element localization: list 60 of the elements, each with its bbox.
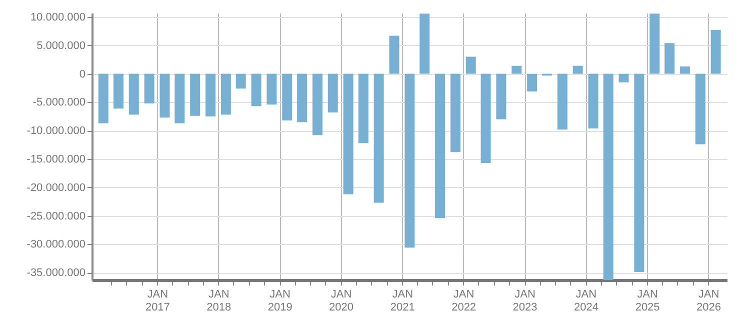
bar (664, 43, 675, 74)
bar (480, 74, 491, 163)
x-tick-label: JAN 2017 (145, 288, 170, 313)
bar (680, 66, 690, 74)
y-tick-label: -15.000.000 (26, 154, 86, 166)
x-tick-label: JAN 2026 (696, 288, 721, 313)
bar (374, 74, 384, 203)
bar (266, 74, 277, 104)
bar (113, 74, 124, 108)
y-tick-label: -5.000.000 (32, 96, 86, 109)
x-tick-label: JAN 2019 (268, 288, 292, 313)
bar (527, 74, 538, 92)
y-tick-label: 10.000.000 (30, 11, 86, 24)
bar (358, 74, 368, 144)
bar (98, 74, 108, 124)
bar (650, 14, 660, 74)
y-tick-label: -25.000.000 (26, 210, 86, 222)
x-tick-label: JAN 2024 (574, 288, 598, 313)
x-tick-label: JAN 2023 (512, 288, 538, 313)
bar (312, 74, 322, 136)
bar (435, 74, 446, 218)
bar (144, 74, 154, 104)
bar (512, 66, 522, 74)
bar (206, 74, 216, 116)
bar (328, 74, 338, 112)
bar (404, 74, 415, 248)
bar (710, 30, 721, 74)
bar (603, 74, 614, 280)
bar (618, 74, 629, 82)
bar (634, 74, 644, 272)
bar (557, 74, 568, 130)
bar (343, 74, 354, 194)
bar (174, 74, 185, 124)
bar (695, 74, 706, 144)
bar (282, 74, 292, 120)
y-tick-label: -30.000.000 (26, 238, 86, 251)
x-tick-label: JAN 2022 (452, 288, 476, 313)
bar (496, 74, 506, 120)
bar (190, 74, 200, 116)
x-tick-label: JAN 2018 (206, 288, 232, 313)
x-tick-label: JAN 2025 (635, 288, 660, 313)
bar (572, 66, 583, 74)
bar (236, 74, 246, 89)
bar (160, 74, 170, 118)
x-tick-label: JAN 2020 (329, 288, 354, 313)
bar (251, 74, 262, 106)
bar (450, 74, 460, 152)
y-tick-label: -35.000.000 (26, 267, 86, 280)
y-tick-label: 5.000.000 (36, 40, 86, 52)
x-tick-label: JAN 2021 (390, 288, 415, 313)
bar (220, 74, 231, 115)
bar (466, 56, 476, 74)
bar (588, 74, 598, 128)
bar (420, 14, 430, 74)
bar (297, 74, 308, 122)
bar (128, 74, 139, 115)
y-tick-label: 0 (79, 68, 86, 80)
bar (389, 36, 400, 74)
y-tick-label: -20.000.000 (26, 182, 86, 194)
y-tick-label: -10.000.000 (26, 125, 86, 138)
